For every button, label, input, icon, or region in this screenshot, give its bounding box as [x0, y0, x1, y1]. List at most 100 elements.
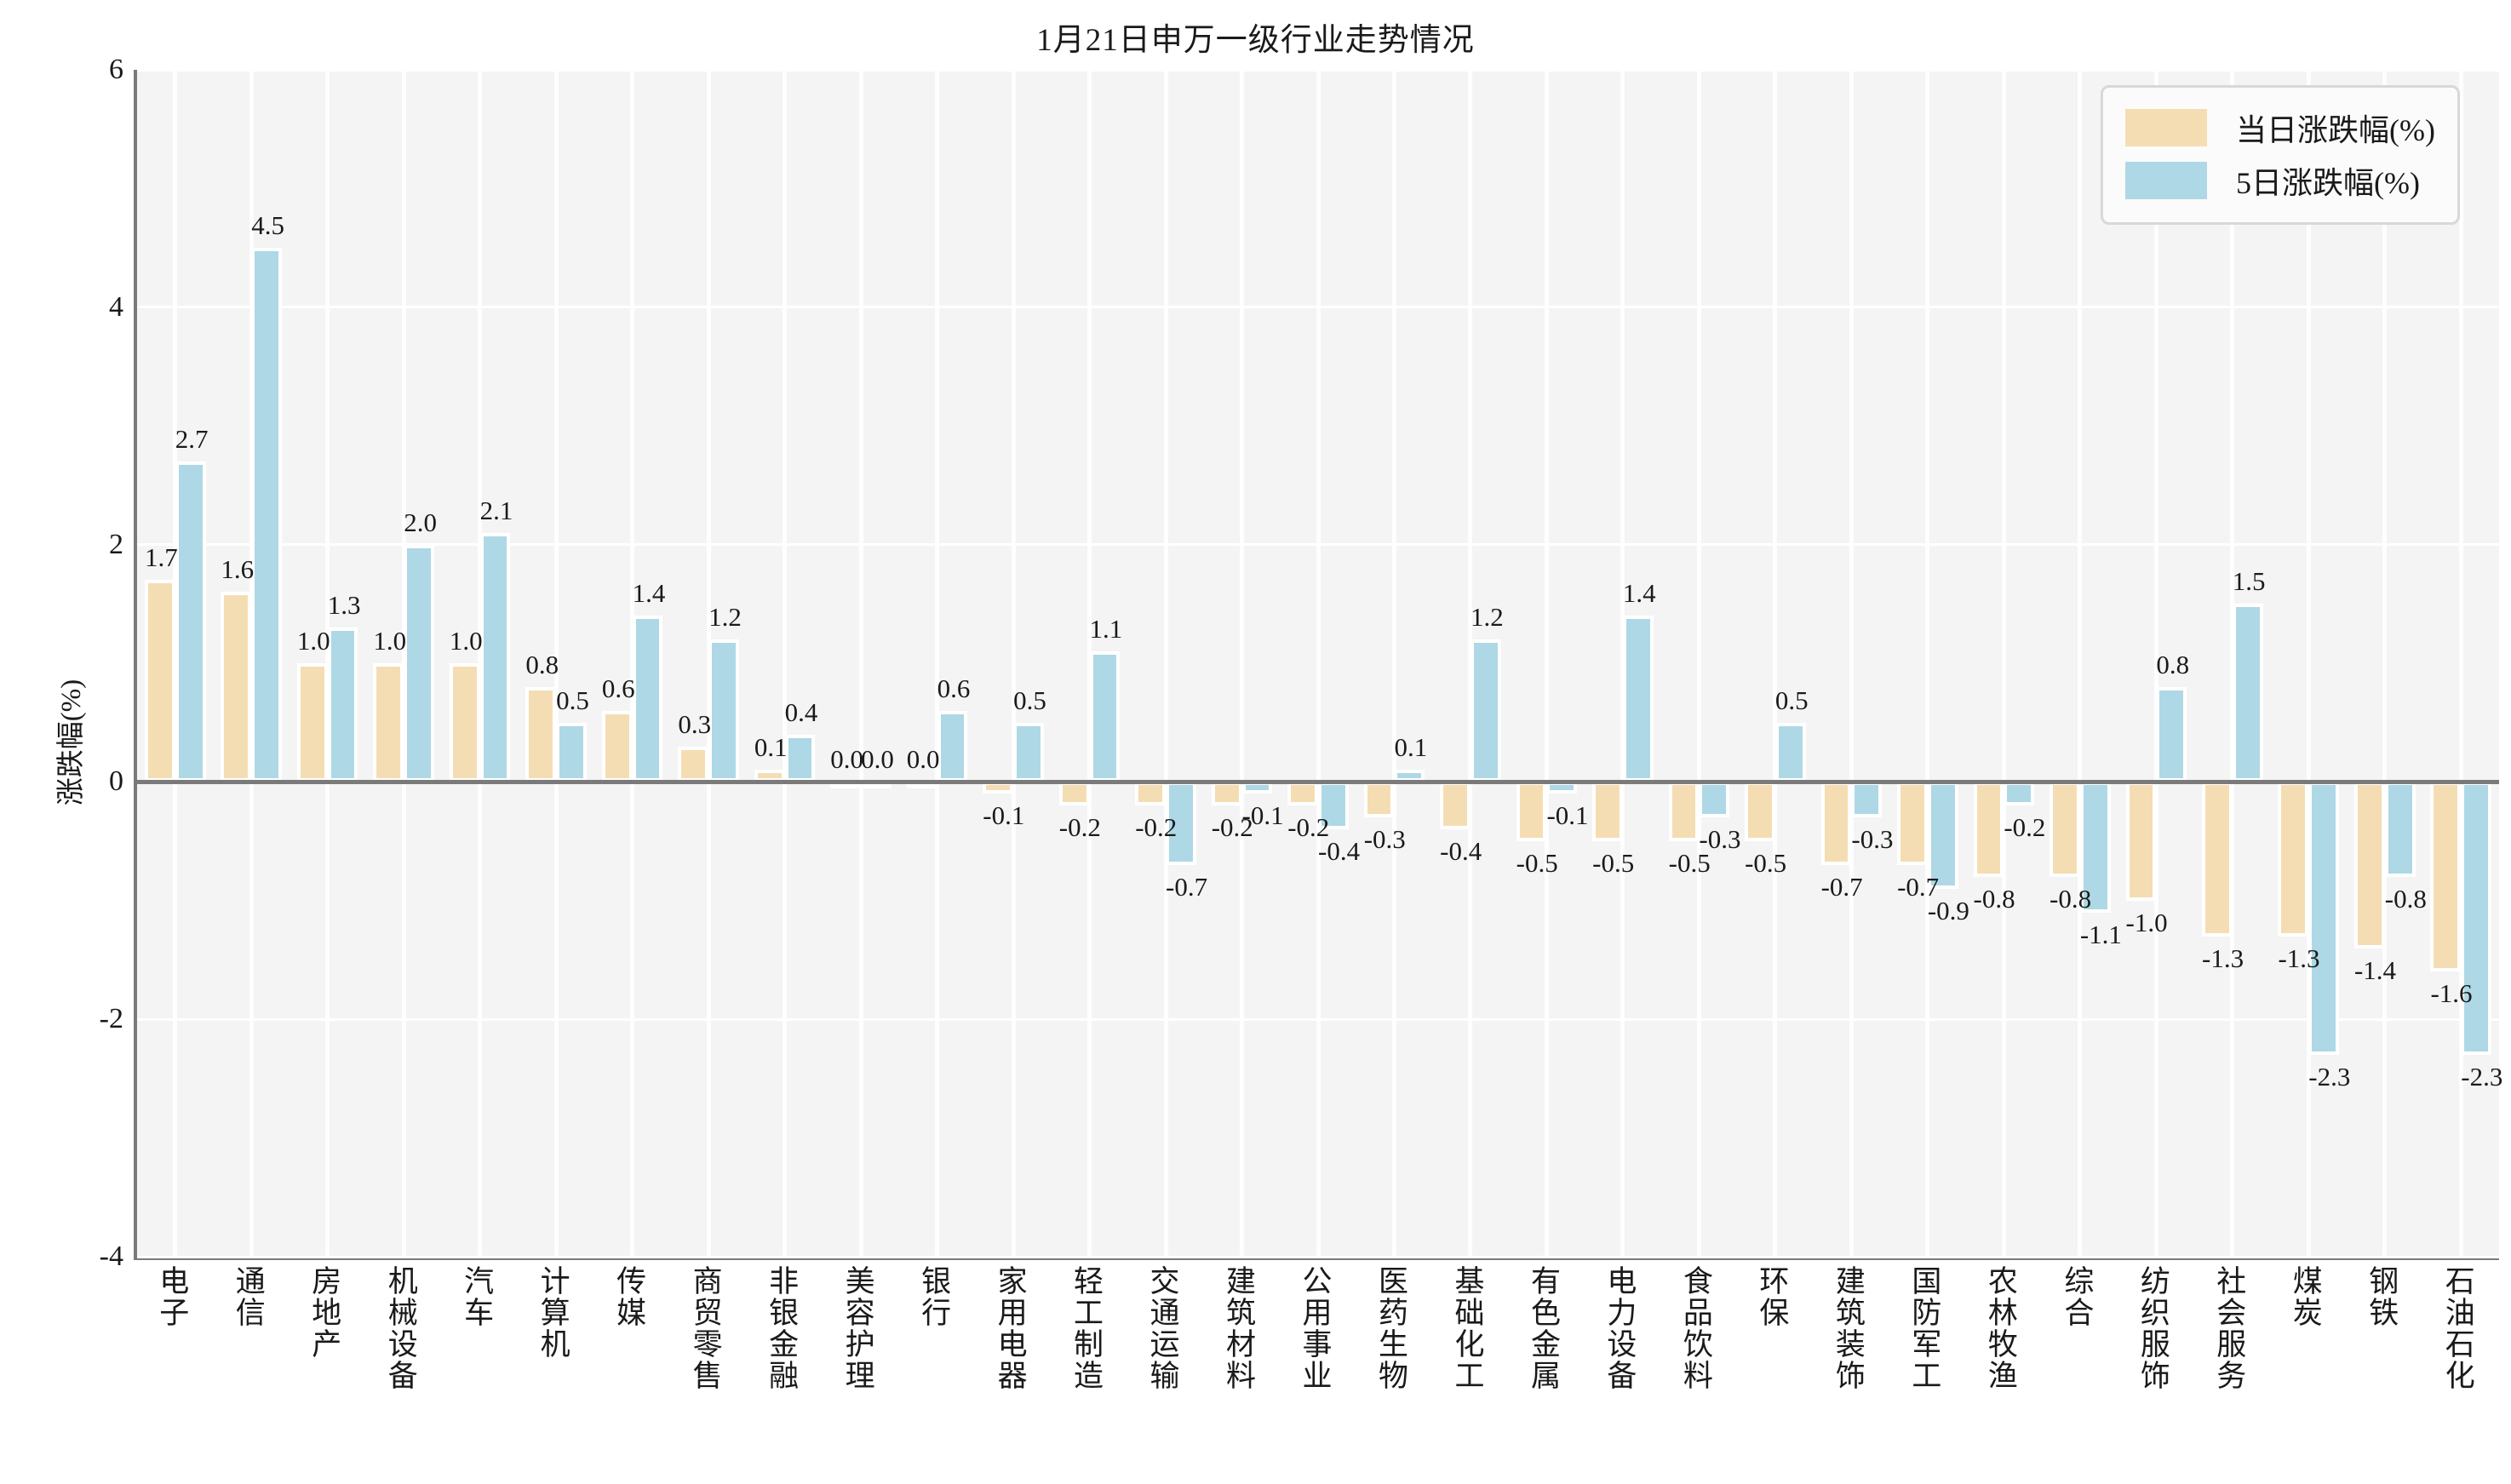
- gridline-vertical: [1925, 70, 1930, 1257]
- bar-five[interactable]: [1774, 722, 1806, 782]
- gridline-vertical: [1696, 70, 1701, 1257]
- bar-day[interactable]: [1135, 782, 1167, 806]
- bar-day[interactable]: [1363, 782, 1395, 818]
- gridline-vertical: [2458, 70, 2463, 1257]
- chart-legend[interactable]: 当日涨跌幅(%) 5日涨跌幅(%): [2101, 85, 2460, 225]
- bar-five[interactable]: [1318, 782, 1349, 830]
- bar-value-label: 1.0: [296, 626, 330, 656]
- bar-five[interactable]: [784, 734, 816, 782]
- bar-value-label: -0.5: [1745, 848, 1787, 879]
- bar-five[interactable]: [1851, 782, 1883, 818]
- bar-day[interactable]: [2202, 782, 2233, 937]
- bar-value-label: 1.5: [2232, 566, 2266, 597]
- bar-value-label: 2.1: [479, 495, 513, 525]
- bar-value-label: -0.7: [1166, 871, 1208, 902]
- bar-day[interactable]: [1745, 782, 1775, 842]
- bar-five[interactable]: [1470, 639, 1501, 782]
- bar-value-label: -1.4: [2353, 954, 2397, 985]
- bar-five[interactable]: [2384, 782, 2416, 877]
- legend-swatch-five-day: [2125, 162, 2208, 199]
- bar-day[interactable]: [1973, 782, 2004, 877]
- bar-value-label: -1.3: [2202, 943, 2244, 973]
- bar-five[interactable]: [2004, 782, 2035, 806]
- gridline-vertical: [858, 70, 863, 1257]
- x-tick-label: 银行: [917, 1265, 951, 1328]
- bar-day[interactable]: [1897, 782, 1928, 865]
- x-tick-label: 纺织服饰: [2135, 1265, 2170, 1391]
- bar-day[interactable]: [2278, 782, 2309, 937]
- bar-day[interactable]: [678, 746, 709, 782]
- bar-value-label: -2.3: [2461, 1062, 2503, 1092]
- bar-day[interactable]: [1211, 782, 1242, 806]
- bar-day[interactable]: [1592, 782, 1623, 842]
- bar-value-label: 0.3: [678, 708, 712, 739]
- bar-day[interactable]: [296, 663, 328, 782]
- bar-five[interactable]: [2232, 604, 2263, 782]
- bar-day[interactable]: [1516, 782, 1547, 842]
- bar-five[interactable]: [1013, 722, 1044, 782]
- bar-five[interactable]: [2308, 782, 2340, 1055]
- bar-five[interactable]: [632, 616, 663, 782]
- bar-five[interactable]: [175, 461, 206, 782]
- bar-five[interactable]: [251, 248, 282, 782]
- bar-five[interactable]: [1927, 782, 1958, 889]
- bar-value-label: 1.2: [708, 602, 742, 633]
- bar-five[interactable]: [479, 532, 511, 782]
- bar-day[interactable]: [2050, 782, 2080, 877]
- bar-day[interactable]: [2430, 782, 2462, 972]
- bar-five[interactable]: [708, 639, 739, 782]
- bar-day[interactable]: [221, 592, 252, 782]
- x-tick-label: 环保: [1755, 1265, 1789, 1328]
- bar-day[interactable]: [601, 710, 633, 782]
- bar-value-label: 1.0: [449, 626, 483, 656]
- bar-day[interactable]: [525, 686, 557, 782]
- bar-value-label: 1.7: [144, 542, 178, 573]
- x-tick-label: 食品饮料: [1678, 1265, 1712, 1391]
- gridline-vertical: [1240, 70, 1245, 1257]
- bar-five[interactable]: [1089, 651, 1121, 782]
- bar-day[interactable]: [1058, 782, 1090, 806]
- bar-five[interactable]: [2156, 686, 2187, 782]
- gridline-vertical: [935, 70, 940, 1257]
- bar-value-label: -0.4: [1318, 836, 1361, 867]
- bar-day[interactable]: [373, 663, 404, 782]
- bar-five[interactable]: [2461, 782, 2492, 1055]
- bar-value-label: -0.5: [1668, 848, 1711, 879]
- x-tick-label: 通信: [231, 1265, 265, 1328]
- bar-five[interactable]: [1699, 782, 1730, 818]
- bar-value-label: -1.6: [2430, 978, 2473, 1009]
- bar-day[interactable]: [449, 663, 480, 782]
- legend-entry-day[interactable]: 当日涨跌幅(%): [2125, 101, 2435, 154]
- x-tick-label: 轻工制造: [1069, 1265, 1104, 1391]
- x-tick-label: 公用事业: [1298, 1265, 1332, 1391]
- gridline-vertical: [1849, 70, 1854, 1257]
- bar-value-label: -0.2: [2004, 812, 2046, 843]
- x-tick-label: 机械设备: [383, 1265, 417, 1391]
- bar-day[interactable]: [144, 580, 175, 782]
- bar-day[interactable]: [2353, 782, 2385, 948]
- chart-title: 1月21日申万一级行业走势情况: [1036, 23, 1475, 58]
- bar-value-label: -0.8: [2050, 883, 2092, 914]
- x-tick-label: 电力设备: [1602, 1265, 1637, 1391]
- bar-five[interactable]: [1622, 616, 1654, 782]
- bar-value-label: -0.3: [1851, 824, 1894, 855]
- bar-value-label: -0.2: [1287, 812, 1330, 843]
- bar-five[interactable]: [404, 544, 434, 782]
- bar-five[interactable]: [327, 627, 358, 782]
- x-tick-label: 商贸零售: [688, 1265, 722, 1391]
- bar-value-label: 2.7: [175, 424, 209, 455]
- bar-day[interactable]: [1820, 782, 1852, 865]
- bar-five[interactable]: [556, 722, 587, 782]
- bar-value-label: 0.6: [937, 673, 971, 703]
- legend-entry-five-day[interactable]: 5日涨跌幅(%): [2125, 154, 2435, 207]
- gridline-vertical: [1773, 70, 1778, 1257]
- bar-value-label: -0.8: [1973, 883, 2015, 914]
- bar-day[interactable]: [1287, 782, 1318, 806]
- x-tick-label: 交通运输: [1145, 1265, 1179, 1391]
- bar-value-label: -1.0: [2125, 907, 2168, 937]
- bar-day[interactable]: [2125, 782, 2157, 901]
- gridline-vertical: [1544, 70, 1549, 1257]
- bar-five[interactable]: [937, 710, 968, 782]
- bar-day[interactable]: [1668, 782, 1700, 842]
- bar-day[interactable]: [1440, 782, 1470, 830]
